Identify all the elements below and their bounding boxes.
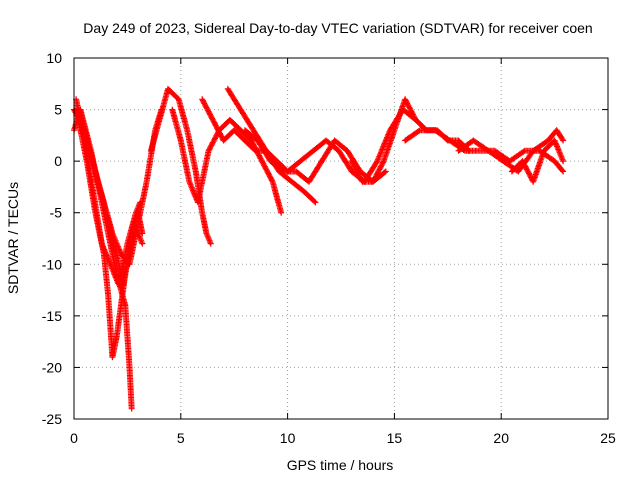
series-track-15 [508, 137, 567, 185]
x-axis-label: GPS time / hours [287, 457, 394, 473]
x-tick-label: 15 [387, 430, 403, 446]
data-point-markers [508, 137, 567, 185]
y-tick-label: 10 [46, 50, 62, 66]
data-marks [71, 85, 567, 412]
y-tick-label: -25 [42, 411, 62, 427]
series-track-14 [455, 127, 567, 175]
y-tick-label: -15 [42, 308, 62, 324]
axis-ticks [73, 57, 609, 420]
y-tick-label: -20 [42, 359, 62, 375]
x-tick-label: 25 [600, 430, 616, 446]
grid-lines [74, 58, 608, 419]
x-tick-label: 0 [70, 430, 78, 446]
data-point-markers [455, 127, 567, 175]
plot-frame [73, 57, 609, 420]
x-tick-label: 5 [177, 430, 185, 446]
chart-title: Day 249 of 2023, Sidereal Day-to-day VTE… [83, 20, 592, 36]
y-tick-label: -5 [50, 205, 63, 221]
y-tick-label: 0 [54, 153, 62, 169]
y-tick-label: -10 [42, 256, 62, 272]
y-axis-label: SDTVAR / TECUs [5, 182, 21, 294]
y-tick-label: 5 [54, 102, 62, 118]
x-tick-label: 10 [280, 430, 296, 446]
y-tick-labels: -25 -20 -15 -10 -5 0 5 10 [42, 50, 62, 427]
x-tick-labels: 0 5 10 15 20 25 [70, 430, 616, 446]
x-tick-label: 20 [493, 430, 509, 446]
